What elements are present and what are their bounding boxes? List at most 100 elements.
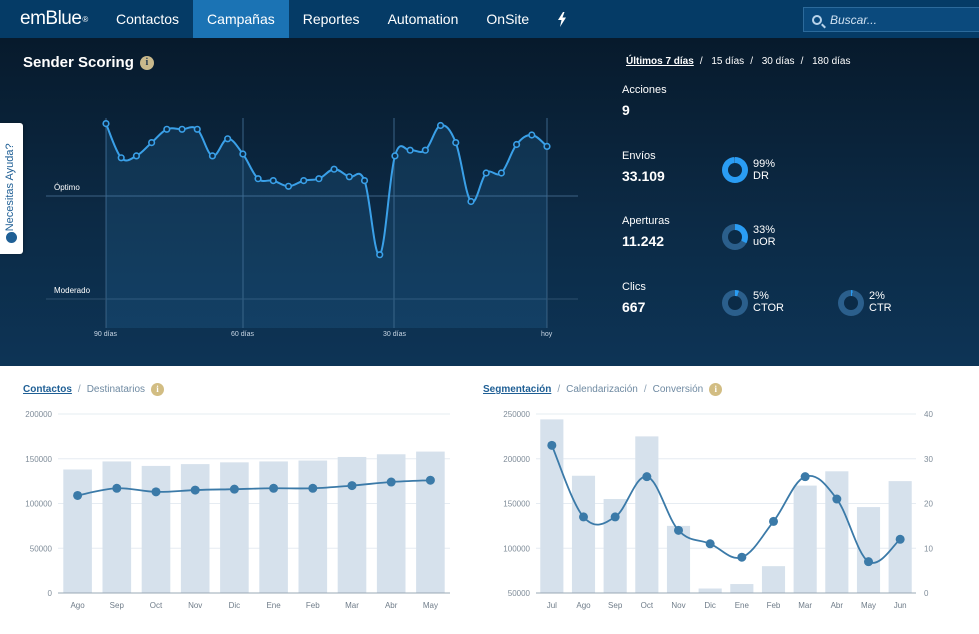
y2-tick-label: 30	[924, 455, 933, 464]
tab-conversion[interactable]: Conversión	[652, 384, 704, 396]
series-point	[151, 487, 161, 497]
help-tab[interactable]: ¿Necesitas Ayuda?	[0, 123, 23, 254]
x-tick-label: Ago	[576, 601, 591, 610]
x-tick-label: Feb	[767, 601, 781, 610]
score-point	[163, 125, 171, 133]
info-icon[interactable]: i	[709, 383, 723, 396]
sender-scoring-section: Sender Scoring i Últimos 7 días/ 15 días /…	[0, 38, 979, 366]
score-point	[239, 150, 247, 158]
stat-acciones-label: Acciones	[622, 84, 667, 96]
search-box[interactable]	[803, 7, 979, 32]
bar	[63, 469, 92, 593]
series-point	[737, 552, 747, 562]
bar	[259, 461, 288, 593]
series-point	[579, 512, 588, 522]
bar	[141, 465, 171, 593]
y2-tick-label: 20	[924, 500, 933, 509]
ctor-metric: 5% CTOR	[753, 290, 784, 314]
series-point	[800, 472, 810, 482]
series-point	[112, 483, 122, 493]
info-icon[interactable]: i	[139, 56, 154, 71]
bar	[571, 475, 596, 593]
score-point	[406, 146, 414, 154]
lightning-icon[interactable]	[543, 0, 581, 38]
bar	[220, 462, 249, 593]
series-point	[425, 475, 435, 485]
ctr-metric: 2% CTR	[869, 290, 892, 314]
series-point	[308, 483, 318, 493]
tab-segmentacion[interactable]: Segmentación	[483, 384, 552, 396]
score-point	[436, 121, 445, 130]
x-tick-label: Feb	[306, 601, 320, 610]
nav-automation[interactable]: Automation	[387, 11, 459, 27]
contacts-chart: 0 50000 100000 150000 200000 Ago Sep Oct Nov Dic E…	[25, 410, 450, 610]
y-tick-label: 150000	[503, 500, 530, 509]
x-tick-60: 60 días	[231, 331, 254, 338]
score-point	[497, 169, 505, 177]
level-moderado: Moderado	[54, 286, 91, 295]
x-tick-label: Ene	[266, 601, 281, 610]
series-point	[642, 472, 652, 482]
info-icon[interactable]: i	[151, 383, 165, 396]
series-point	[895, 534, 905, 544]
x-tick-label: Mar	[345, 601, 359, 610]
bar	[793, 485, 817, 593]
nav-campanas[interactable]: Campañas	[193, 0, 289, 38]
tab-calendarizacion[interactable]: Calendarización	[566, 384, 638, 396]
score-point	[345, 173, 353, 181]
x-tick-label: Sep	[110, 601, 125, 610]
y-tick-label: 200000	[25, 410, 52, 419]
score-point	[360, 176, 369, 185]
score-point	[132, 152, 141, 160]
range-15-days[interactable]: 15 días	[711, 56, 745, 67]
nav-onsite[interactable]: OnSite	[486, 11, 530, 27]
bar	[416, 451, 445, 593]
tab-contactos[interactable]: Contactos	[23, 384, 72, 396]
score-point	[148, 138, 156, 147]
uor-metric: 33% uOR	[753, 224, 776, 248]
bar	[298, 460, 328, 593]
x-tick-label: Abr	[385, 601, 398, 610]
x-tick-label: Sep	[608, 601, 623, 610]
score-point	[482, 169, 490, 177]
stat-aperturas-value: 11.242	[622, 233, 665, 249]
score-point	[300, 176, 308, 185]
bar	[635, 436, 659, 593]
series-point	[73, 490, 83, 500]
bar	[102, 461, 132, 593]
score-point	[315, 175, 323, 183]
range-30-days[interactable]: 30 días	[761, 56, 795, 67]
nav-reportes[interactable]: Reportes	[302, 11, 360, 27]
score-point	[117, 154, 125, 162]
y-tick-label: 100000	[503, 544, 530, 553]
x-tick-90: 90 días	[94, 331, 117, 338]
dr-donut-chart	[722, 157, 748, 183]
range-7-days[interactable]: Últimos 7 días	[626, 56, 694, 67]
y-tick-label: 250000	[503, 410, 530, 419]
search-icon	[812, 14, 822, 25]
x-tick-label: Nov	[188, 601, 202, 610]
stat-clics-value: 667	[622, 299, 646, 315]
help-label: ¿Necesitas Ayuda?	[4, 143, 16, 238]
y-tick-label: 0	[48, 589, 53, 598]
series-point	[269, 483, 279, 493]
bar	[603, 499, 627, 593]
stat-envios-value: 33.109	[622, 168, 665, 184]
emblue-logo[interactable]: emBlue ®	[20, 8, 88, 29]
series-point	[347, 481, 357, 491]
x-tick-label: May	[861, 601, 876, 610]
x-tick-label: Ene	[735, 601, 750, 610]
range-180-days[interactable]: 180 días	[812, 56, 851, 67]
tab-destinatarios[interactable]: Destinatarios	[86, 384, 146, 396]
x-tick-label: Dic	[704, 601, 716, 610]
x-tick-label: Jul	[547, 601, 557, 610]
nav-contactos[interactable]: Contactos	[116, 11, 180, 27]
segmentation-chart: 50000 100000 150000 200000 250000 0 10 20 30 40 Ju…	[503, 410, 933, 610]
score-point	[193, 125, 201, 133]
series-point	[610, 512, 620, 522]
ctr-donut-chart	[838, 290, 864, 316]
series-point	[832, 494, 842, 504]
search-input[interactable]	[830, 12, 970, 27]
x-tick-30: 30 días	[383, 331, 406, 338]
score-point	[391, 152, 399, 160]
